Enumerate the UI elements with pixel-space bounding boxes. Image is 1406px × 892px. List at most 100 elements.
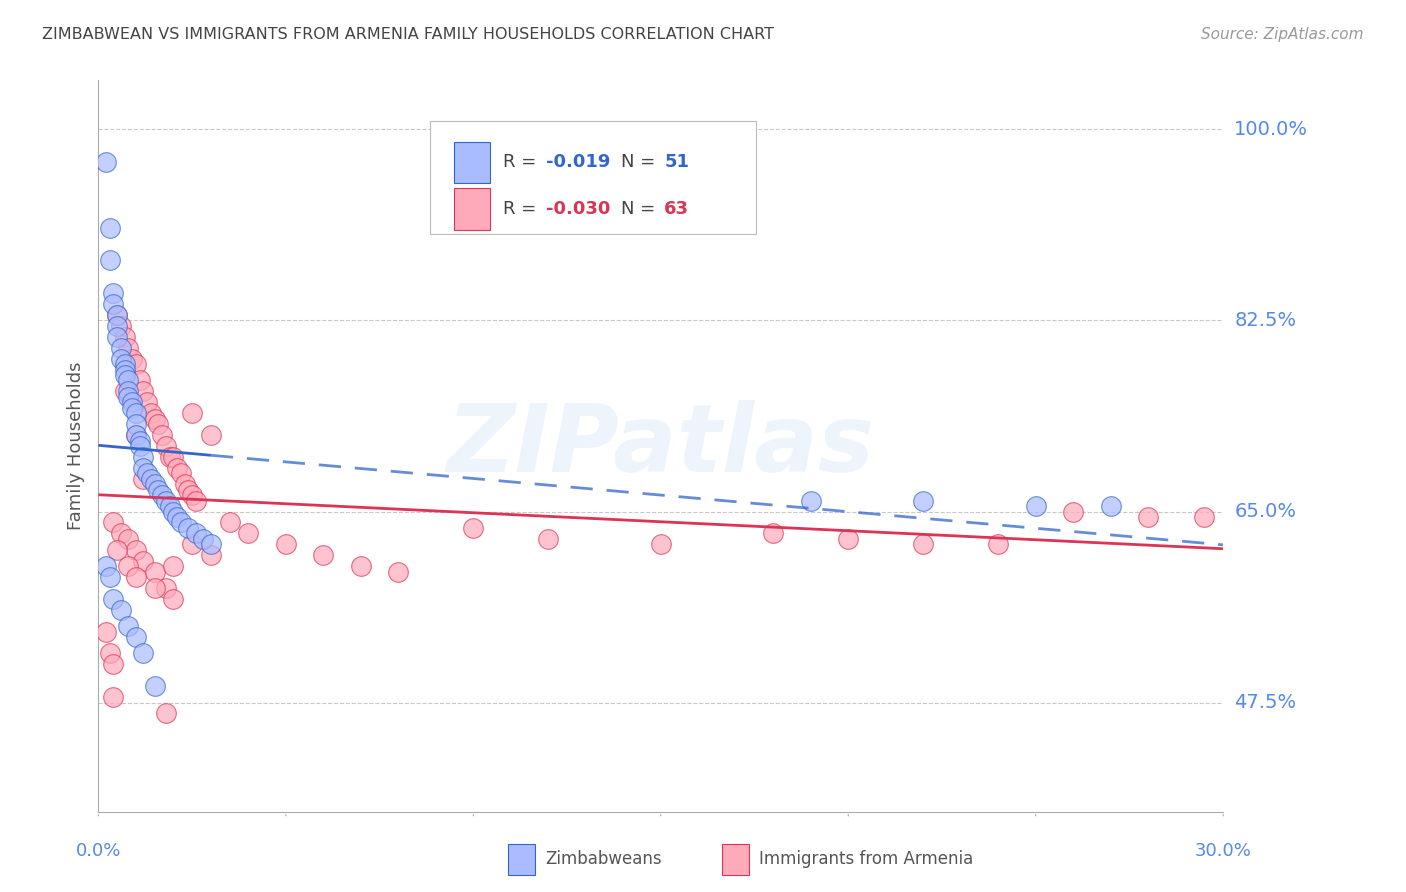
Point bbox=[125, 630, 148, 644]
Point bbox=[105, 318, 128, 333]
Point bbox=[537, 532, 560, 546]
Point bbox=[136, 467, 159, 481]
Text: R =: R = bbox=[503, 200, 543, 218]
Point bbox=[128, 439, 150, 453]
Text: Source: ZipAtlas.com: Source: ZipAtlas.com bbox=[1201, 27, 1364, 42]
Point bbox=[463, 521, 485, 535]
Point bbox=[103, 297, 125, 311]
Point bbox=[139, 472, 162, 486]
Point bbox=[125, 428, 148, 442]
Point bbox=[128, 434, 150, 448]
Point bbox=[103, 286, 125, 301]
Point bbox=[98, 253, 121, 268]
Point bbox=[105, 308, 128, 322]
Point bbox=[114, 384, 136, 399]
Point bbox=[312, 548, 335, 562]
Point bbox=[166, 510, 188, 524]
Point bbox=[110, 341, 132, 355]
Point bbox=[114, 357, 136, 371]
Point bbox=[218, 516, 240, 530]
Point bbox=[143, 565, 166, 579]
Point bbox=[105, 308, 128, 322]
Point bbox=[94, 155, 117, 169]
Point bbox=[125, 570, 148, 584]
Text: N =: N = bbox=[621, 200, 661, 218]
Point bbox=[132, 472, 155, 486]
Point bbox=[121, 395, 143, 409]
Text: Immigrants from Armenia: Immigrants from Armenia bbox=[759, 850, 973, 868]
Point bbox=[150, 488, 173, 502]
Point bbox=[132, 460, 155, 475]
Point bbox=[274, 537, 297, 551]
Text: ZIMBABWEAN VS IMMIGRANTS FROM ARMENIA FAMILY HOUSEHOLDS CORRELATION CHART: ZIMBABWEAN VS IMMIGRANTS FROM ARMENIA FA… bbox=[42, 27, 775, 42]
Point bbox=[125, 357, 148, 371]
Point bbox=[912, 537, 935, 551]
Point bbox=[148, 483, 170, 497]
Point bbox=[139, 406, 162, 420]
Point bbox=[200, 428, 222, 442]
Point bbox=[117, 559, 139, 574]
Text: ZIPatlas: ZIPatlas bbox=[447, 400, 875, 492]
Point bbox=[110, 603, 132, 617]
Point bbox=[177, 483, 200, 497]
Text: 47.5%: 47.5% bbox=[1234, 693, 1296, 712]
Point bbox=[117, 390, 139, 404]
Point bbox=[125, 417, 148, 432]
Point bbox=[114, 330, 136, 344]
Point bbox=[103, 516, 125, 530]
Text: Zimbabweans: Zimbabweans bbox=[546, 850, 662, 868]
Point bbox=[121, 401, 143, 415]
FancyBboxPatch shape bbox=[508, 844, 534, 875]
Point bbox=[173, 477, 195, 491]
Text: N =: N = bbox=[621, 153, 661, 171]
Point bbox=[105, 542, 128, 557]
Text: 63: 63 bbox=[664, 200, 689, 218]
Point bbox=[98, 647, 121, 661]
Point bbox=[159, 499, 181, 513]
Point bbox=[143, 411, 166, 425]
Point bbox=[103, 690, 125, 704]
Point bbox=[110, 318, 132, 333]
Point bbox=[162, 504, 184, 518]
Point bbox=[117, 384, 139, 399]
Point bbox=[1099, 499, 1122, 513]
FancyBboxPatch shape bbox=[454, 142, 489, 183]
Point bbox=[1062, 504, 1084, 518]
Point bbox=[103, 657, 125, 672]
Point bbox=[148, 417, 170, 432]
FancyBboxPatch shape bbox=[721, 844, 748, 875]
Text: 100.0%: 100.0% bbox=[1234, 120, 1309, 139]
Point bbox=[125, 542, 148, 557]
Text: -0.019: -0.019 bbox=[546, 153, 610, 171]
Point bbox=[117, 374, 139, 388]
Point bbox=[117, 532, 139, 546]
Point bbox=[132, 450, 155, 464]
Point bbox=[350, 559, 373, 574]
Point bbox=[117, 341, 139, 355]
Point bbox=[150, 428, 173, 442]
Point bbox=[184, 493, 207, 508]
Point bbox=[762, 526, 785, 541]
Y-axis label: Family Households: Family Households bbox=[66, 362, 84, 530]
Point bbox=[155, 439, 177, 453]
Point bbox=[1137, 510, 1160, 524]
Point bbox=[105, 330, 128, 344]
Point bbox=[238, 526, 260, 541]
FancyBboxPatch shape bbox=[430, 120, 756, 234]
Point bbox=[128, 374, 150, 388]
Point bbox=[117, 619, 139, 633]
Point bbox=[181, 488, 204, 502]
Point bbox=[800, 493, 823, 508]
Point bbox=[181, 537, 204, 551]
Point bbox=[155, 581, 177, 595]
Point bbox=[155, 493, 177, 508]
Point bbox=[170, 467, 193, 481]
Point bbox=[1194, 510, 1216, 524]
Text: R =: R = bbox=[503, 153, 543, 171]
Point bbox=[987, 537, 1010, 551]
Point bbox=[132, 647, 155, 661]
Point bbox=[114, 362, 136, 376]
Point bbox=[177, 521, 200, 535]
Point bbox=[837, 532, 859, 546]
Point bbox=[143, 581, 166, 595]
